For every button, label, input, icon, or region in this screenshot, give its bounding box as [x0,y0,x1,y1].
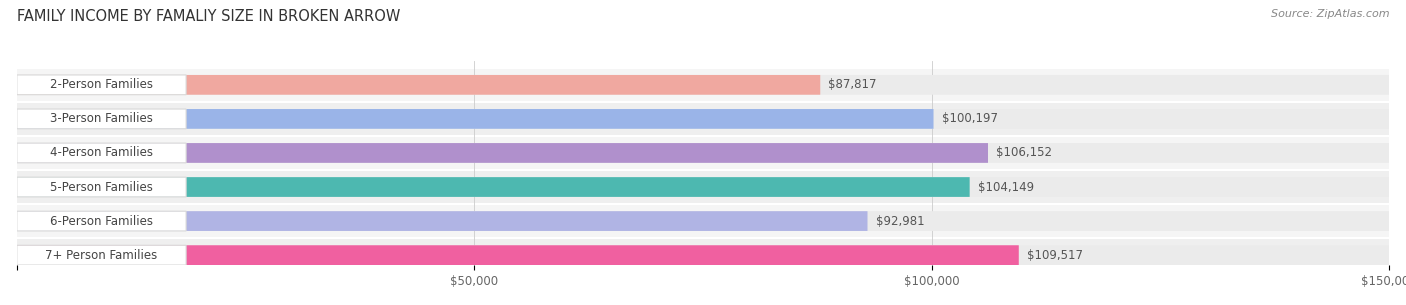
FancyBboxPatch shape [17,211,186,231]
Text: $106,152: $106,152 [997,146,1052,160]
FancyBboxPatch shape [17,177,970,197]
FancyBboxPatch shape [17,75,1389,95]
FancyBboxPatch shape [17,245,186,265]
Text: $109,517: $109,517 [1026,249,1083,262]
FancyBboxPatch shape [17,239,1389,271]
FancyBboxPatch shape [17,177,1389,197]
Text: 3-Person Families: 3-Person Families [51,113,153,125]
Text: 2-Person Families: 2-Person Families [51,78,153,91]
FancyBboxPatch shape [17,177,186,197]
FancyBboxPatch shape [17,245,1389,265]
FancyBboxPatch shape [17,205,1389,237]
FancyBboxPatch shape [17,109,186,129]
FancyBboxPatch shape [17,109,934,129]
FancyBboxPatch shape [17,211,1389,231]
Text: $100,197: $100,197 [942,113,998,125]
Text: FAMILY INCOME BY FAMALIY SIZE IN BROKEN ARROW: FAMILY INCOME BY FAMALIY SIZE IN BROKEN … [17,9,401,24]
Text: 7+ Person Families: 7+ Person Families [45,249,157,262]
Text: 6-Person Families: 6-Person Families [51,215,153,228]
FancyBboxPatch shape [17,245,1019,265]
FancyBboxPatch shape [17,69,1389,101]
FancyBboxPatch shape [17,137,1389,169]
Text: $92,981: $92,981 [876,215,924,228]
FancyBboxPatch shape [17,75,186,95]
FancyBboxPatch shape [17,143,1389,163]
Text: 4-Person Families: 4-Person Families [51,146,153,160]
Text: $104,149: $104,149 [979,181,1033,193]
Text: $87,817: $87,817 [828,78,877,91]
FancyBboxPatch shape [17,171,1389,203]
Text: 5-Person Families: 5-Person Families [51,181,153,193]
Text: Source: ZipAtlas.com: Source: ZipAtlas.com [1271,9,1389,19]
FancyBboxPatch shape [17,211,868,231]
FancyBboxPatch shape [17,143,988,163]
FancyBboxPatch shape [17,75,820,95]
FancyBboxPatch shape [17,109,1389,129]
FancyBboxPatch shape [17,143,186,163]
FancyBboxPatch shape [17,103,1389,135]
